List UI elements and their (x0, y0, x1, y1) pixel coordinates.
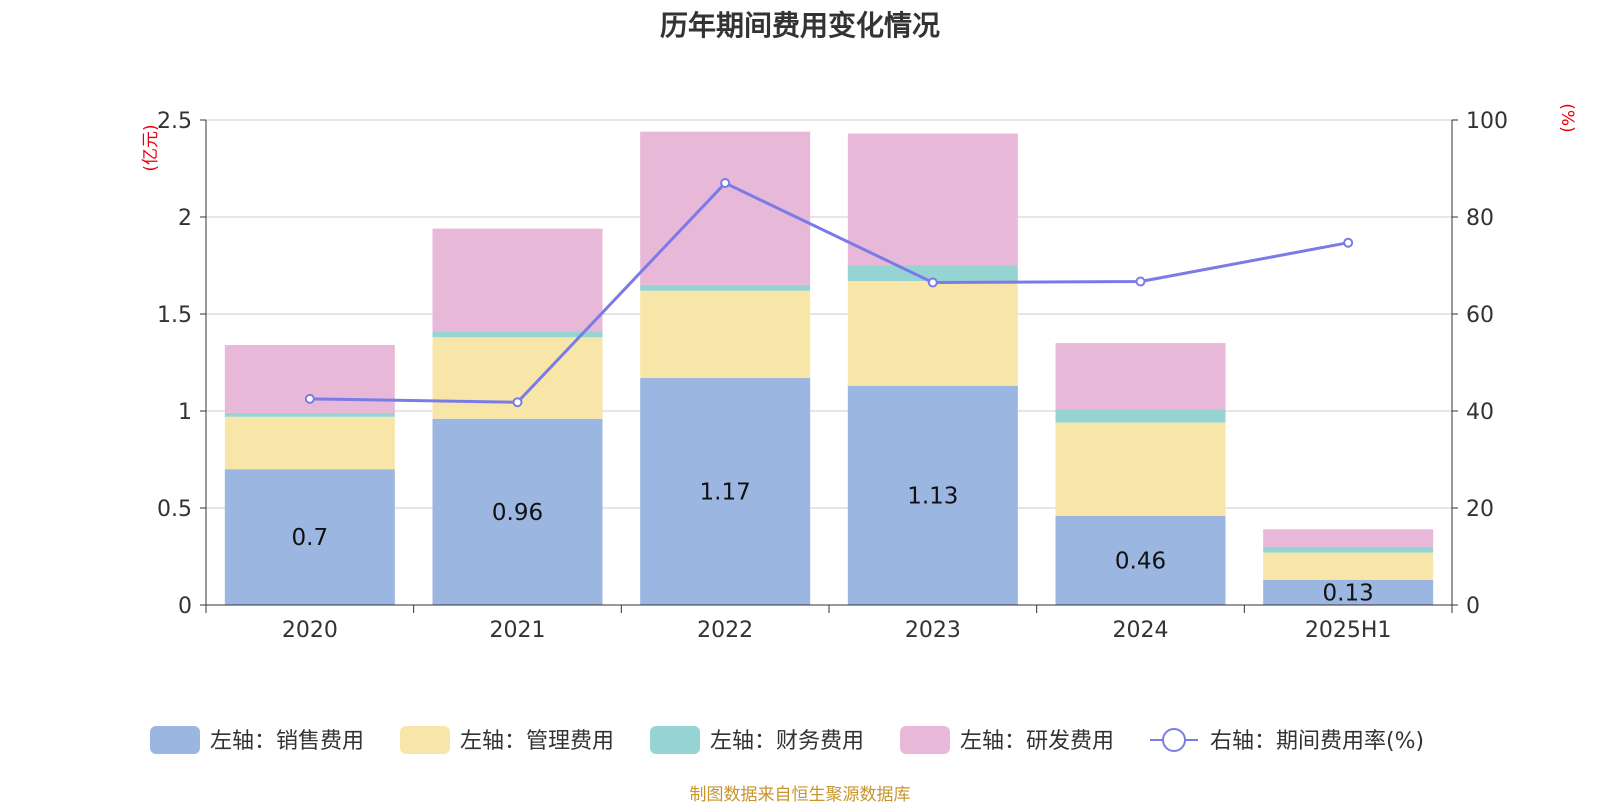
rate-point (720, 178, 731, 189)
rate-point (1343, 237, 1354, 248)
expense-rate-line (304, 178, 1354, 408)
legend-item-admin: 左轴：管理费用 (400, 726, 614, 754)
legend-item-rnd: 左轴：研发费用 (900, 726, 1114, 754)
legend-swatch (400, 726, 450, 754)
rate-point (304, 393, 315, 404)
right-tick-label: 0 (1466, 594, 1480, 619)
right-tick-label: 40 (1466, 400, 1494, 425)
legend-marker-swatch (1162, 728, 1186, 752)
bar-finance (1055, 409, 1226, 423)
bar-finance (640, 284, 811, 291)
left-tick-label: 0.5 (157, 497, 192, 522)
bar-finance (1263, 546, 1434, 553)
legend-item-sales: 左轴：销售费用 (150, 726, 364, 754)
bar-sales (640, 378, 811, 605)
bar-rnd (847, 133, 1018, 266)
grid-lines (206, 119, 1452, 509)
right-tick-label: 60 (1466, 303, 1494, 328)
right-tick-label: 20 (1466, 497, 1494, 522)
bar-finance (847, 265, 1018, 282)
data-label-sales: 0.96 (492, 500, 543, 526)
bar-sales (224, 469, 395, 605)
legend-label: 左轴：财务费用 (710, 729, 864, 754)
legend-item-rate: 右轴：期间费用率(%) (1150, 728, 1424, 754)
bar-sales (1263, 579, 1434, 605)
data-label-sales: 1.13 (907, 483, 958, 509)
axes: 0 0.5 1 1.5 2 2.5 0 20 40 60 80 100 (亿元) (%) 2020 2021 2… (141, 103, 1577, 643)
data-label-sales: 0.13 (1323, 580, 1374, 606)
chart-title: 历年期间费用变化情况 (659, 9, 940, 42)
right-tick-label: 80 (1466, 206, 1494, 231)
rate-point (512, 397, 523, 408)
bar-admin (1055, 422, 1226, 516)
left-tick-label: 1 (178, 400, 192, 425)
x-tick-label: 2022 (697, 618, 753, 643)
x-tick-label: 2024 (1113, 618, 1169, 643)
x-tick-label: 2021 (490, 618, 546, 643)
legend-label: 左轴：销售费用 (210, 729, 364, 754)
bar-finance (224, 412, 395, 417)
legend-swatch (650, 726, 700, 754)
bar-sales (847, 385, 1018, 605)
bar-admin (847, 281, 1018, 386)
left-unit-label: (亿元) (141, 124, 161, 171)
legend-item-finance: 左轴：财务费用 (650, 726, 864, 754)
legend-swatch (150, 726, 200, 754)
right-unit-label: (%) (1557, 103, 1577, 132)
rate-line (309, 181, 1349, 404)
data-label-sales: 1.17 (700, 480, 751, 506)
bar-admin (640, 290, 811, 379)
rate-point (1135, 276, 1146, 287)
bar-rnd (640, 131, 811, 285)
x-tick-label: 2023 (905, 618, 961, 643)
legend-label: 右轴：期间费用率(%) (1210, 729, 1424, 754)
rate-point (927, 277, 938, 288)
bar-finance (432, 331, 603, 338)
bar-rnd (1263, 529, 1434, 547)
left-tick-label: 2 (178, 206, 192, 231)
legend-label: 左轴：管理费用 (460, 729, 614, 754)
bar-admin (224, 416, 395, 470)
bar-sales (432, 418, 603, 605)
x-tick-label: 2025H1 (1305, 618, 1392, 643)
legend: 左轴：销售费用 左轴：管理费用 左轴：财务费用 左轴：研发费用 右轴：期间费用率(%) (150, 726, 1424, 754)
right-tick-label: 100 (1466, 109, 1508, 134)
stacked-bars (224, 131, 1434, 605)
bar-rnd (1055, 343, 1226, 410)
source-note: 制图数据来自恒生聚源数据库 (689, 785, 911, 805)
left-tick-label: 1.5 (157, 303, 192, 328)
left-tick-label: 0 (178, 594, 192, 619)
left-tick-label: 2.5 (157, 109, 192, 134)
bar-sales (1055, 515, 1226, 605)
bar-rnd (432, 228, 603, 332)
data-label-sales: 0.46 (1115, 548, 1166, 574)
data-label-sales: 0.7 (292, 525, 329, 551)
legend-swatch (900, 726, 950, 754)
bar-admin (1263, 552, 1434, 580)
x-tick-label: 2020 (282, 618, 338, 643)
legend-label: 左轴：研发费用 (960, 729, 1114, 754)
bar-data-labels: 0.7 0.96 1.17 1.13 0.46 0.13 (292, 480, 1374, 607)
